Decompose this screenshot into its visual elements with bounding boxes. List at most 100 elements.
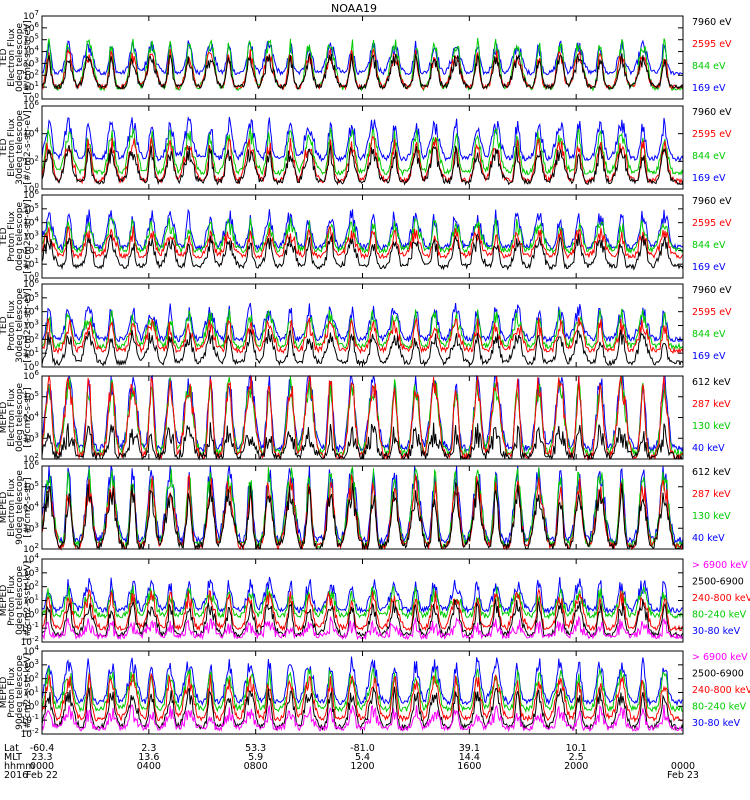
y-tick-exponent: 4 [35, 644, 40, 652]
channel-label: 2595 eV [692, 129, 732, 140]
y-axis-label-line: 90deg telescope [15, 655, 25, 730]
y-axis-label-line: TED [0, 48, 9, 67]
y-tick-exponent: 6 [35, 188, 40, 196]
trace-240-800-kev [41, 588, 684, 632]
channel-label: 169 eV [692, 262, 726, 273]
channel-label: 80-240 keV [692, 610, 747, 621]
y-axis-label-line: Electron Flux [7, 28, 17, 87]
ephemeris-mlt: 2.5 [569, 752, 584, 763]
channel-label: 40 keV [692, 443, 725, 454]
panel-frame [41, 105, 684, 190]
y-axis-label-line: MEPED [0, 492, 9, 524]
channel-label: 240-800 keV [692, 593, 750, 604]
y-tick-exponent: 3 [35, 319, 39, 327]
ephemeris-lat: 39.1 [459, 743, 480, 754]
y-tick-exponent: 0 [35, 607, 39, 615]
y-tick-exponent: 4 [35, 216, 40, 224]
y-tick-exponent: 1 [35, 594, 39, 602]
ephemeris-label: Lat [4, 743, 19, 754]
channel-label: 130 keV [692, 421, 731, 432]
trace-7960-ev [41, 53, 684, 91]
y-tick-exponent: 0 [35, 182, 39, 190]
channel-label: 844 eV [692, 329, 726, 340]
y-tick-exponent: 4 [35, 411, 40, 419]
ephemeris-lat: 2.3 [141, 743, 156, 754]
channel-label: > 6900 keV [692, 652, 748, 663]
y-tick-exponent: 4 [35, 552, 40, 560]
y-tick-exponent: -1 [32, 713, 39, 721]
y-axis-label: MEPEDElectron Flux0deg telescope[#/cm2-s… [0, 383, 33, 453]
trace-30-80-kev [41, 656, 684, 707]
y-axis-label-line: Electron Flux [7, 388, 17, 447]
channel-label: 30-80 keV [692, 718, 741, 729]
y-axis-label-line: [#/cm2-s-str-eV] [23, 288, 33, 363]
channel-label: 844 eV [692, 61, 726, 72]
ephemeris-hhmm: 1200 [350, 761, 374, 772]
trace-2500-6900 [41, 599, 684, 639]
y-axis-label-line: 0deg telescope [15, 23, 25, 93]
channel-label: 80-240 keV [692, 702, 747, 713]
y-axis-label-line: TED [0, 227, 9, 246]
channel-label: 30-80 keV [692, 626, 741, 637]
channel-label: 612 keV [692, 377, 731, 388]
y-axis-label-line: [#/cm2-s-str-keV] [23, 653, 33, 732]
y-tick-exponent: 3 [35, 431, 39, 439]
y-axis-label-line: Electron Flux [7, 478, 17, 537]
trace-240-800-kev [41, 673, 684, 723]
trace-169-ev [41, 302, 684, 344]
y-tick-exponent: 2 [35, 332, 39, 340]
ephemeris-label: 2016 [4, 770, 28, 781]
channel-label: 7960 eV [692, 107, 732, 118]
channel-label: 169 eV [692, 173, 726, 184]
channel-label: > 6900 keV [692, 560, 748, 571]
ephemeris-mlt: 14.4 [459, 752, 480, 763]
ephemeris-mlt: 5.4 [355, 752, 370, 763]
y-axis-label: TEDElectron Flux30deg telescope[#/cm2-s-… [0, 110, 33, 185]
channel-label: 40 keV [692, 533, 725, 544]
y-tick-exponent: 5 [35, 202, 39, 210]
channel-label: 7960 eV [692, 196, 732, 207]
channel-label: 169 eV [692, 83, 726, 94]
y-tick-exponent: -2 [32, 635, 39, 643]
channel-label: 2595 eV [692, 39, 732, 50]
y-axis-label-line: [#/cm2-s-str-keV] [23, 561, 33, 640]
y-axis-label: MEPEDElectron Flux90deg telescope[#/cm2-… [0, 470, 33, 545]
trace-80-240-kev [41, 585, 684, 620]
trace-844-ev [41, 308, 684, 351]
panel-frame [41, 15, 684, 100]
y-tick-exponent: 2 [35, 542, 39, 550]
y-tick-exponent: 2 [35, 154, 39, 162]
y-tick-exponent: -2 [32, 727, 39, 735]
trace-30-80-kev [41, 576, 684, 615]
ephemeris-date: Feb 22 [26, 770, 58, 781]
ephemeris-label: MLT [4, 752, 22, 763]
y-tick-exponent: 3 [35, 658, 39, 666]
channel-label: 844 eV [692, 240, 726, 251]
ephemeris-date: Feb 23 [667, 770, 699, 781]
y-tick-exponent: 2 [35, 68, 39, 76]
y-tick-exponent: 1 [35, 346, 39, 354]
y-axis-label-line: Proton Flux [7, 667, 17, 718]
y-tick-exponent: 0 [35, 271, 39, 279]
y-tick-exponent: 3 [35, 521, 39, 529]
ephemeris-mlt: 13.6 [138, 752, 159, 763]
channel-label: 7960 eV [692, 285, 732, 296]
y-tick-exponent: 5 [35, 480, 39, 488]
y-tick-exponent: 1 [35, 686, 39, 694]
y-axis-label: TEDProton Flux0deg telescope[#/cm2-s-str… [0, 199, 33, 274]
y-tick-exponent: 4 [35, 305, 40, 313]
ephemeris-hhmm: 0000 [30, 761, 54, 772]
y-tick-exponent: 7 [35, 9, 39, 17]
y-tick-exponent: 5 [35, 291, 39, 299]
y-axis-label: TEDProton Flux30deg telescope[#/cm2-s-st… [0, 288, 33, 363]
channel-label: 130 keV [692, 511, 731, 522]
trace-169-ev [41, 116, 684, 163]
ephemeris-hhmm: 1600 [457, 761, 481, 772]
y-tick-exponent: 6 [35, 277, 40, 285]
y-tick-exponent: 4 [35, 501, 40, 509]
y-tick-exponent: 3 [35, 566, 39, 574]
